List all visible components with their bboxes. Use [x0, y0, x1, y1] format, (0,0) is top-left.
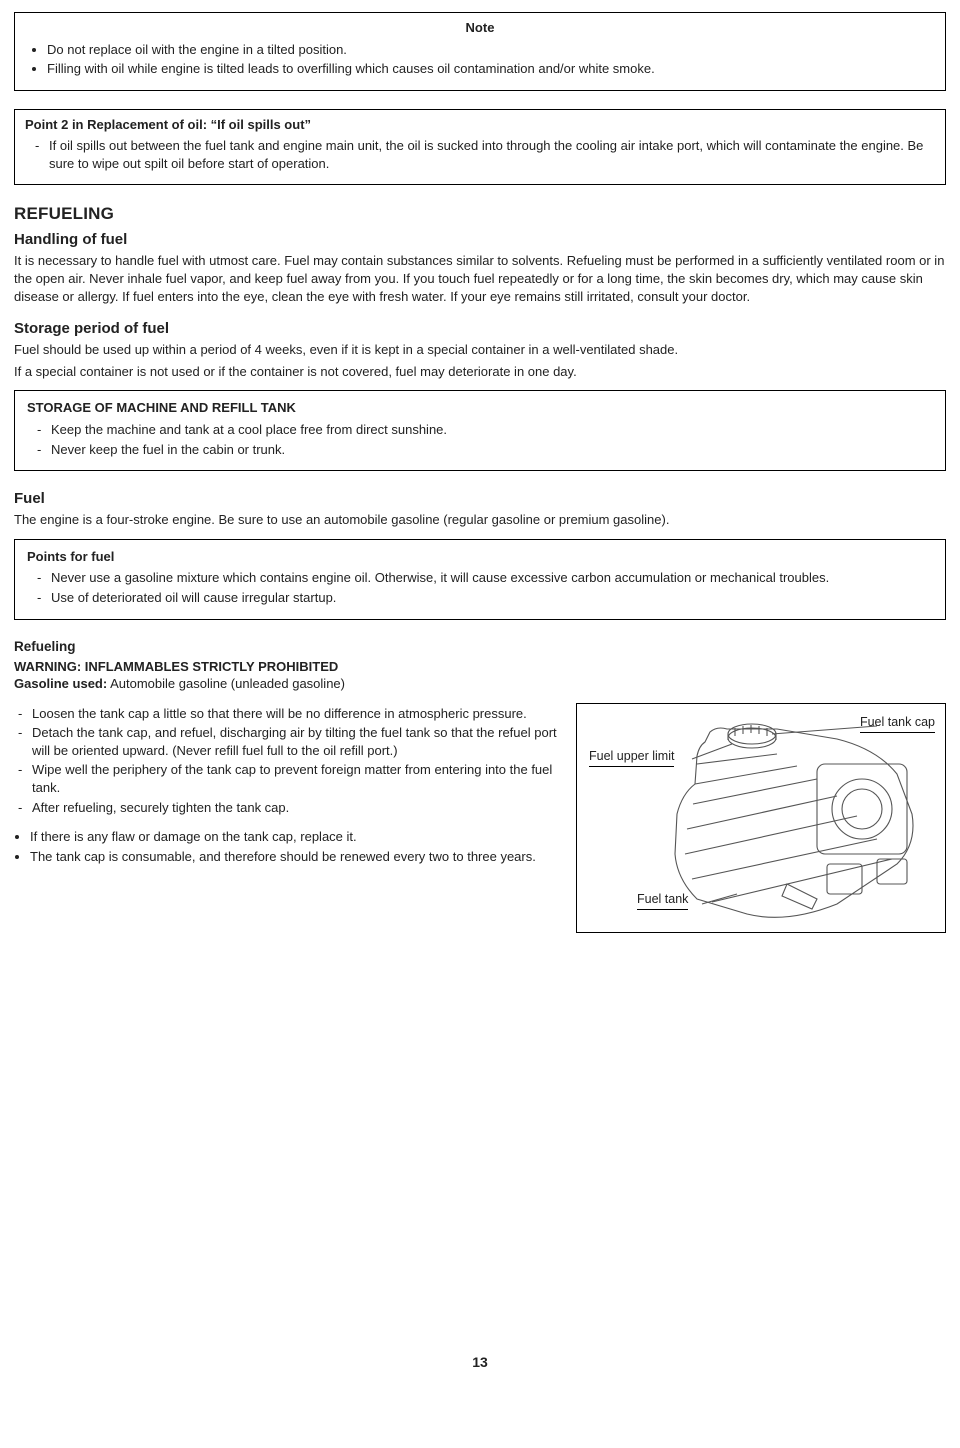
refueling-bullet-item: The tank cap is consumable, and therefor… [30, 848, 560, 866]
refueling-heading: REFUELING [14, 203, 946, 226]
points-item: Use of deteriorated oil will cause irreg… [37, 589, 933, 607]
refueling-left-col: Loosen the tank cap a little so that the… [14, 703, 560, 867]
note-box: Note Do not replace oil with the engine … [14, 12, 946, 91]
refueling-dash-item: Detach the tank cap, and refuel, dischar… [18, 724, 560, 759]
storage-box-title: STORAGE OF MACHINE AND REFILL TANK [27, 399, 933, 417]
storage-period-body1: Fuel should be used up within a period o… [14, 341, 946, 359]
refueling-warning: WARNING: INFLAMMABLES STRICTLY PROHIBITE… [14, 658, 946, 676]
storage-period-title: Storage period of fuel [14, 319, 946, 339]
note-item: Filling with oil while engine is tilted … [47, 60, 935, 78]
points-box: Points for fuel Never use a gasoline mix… [14, 539, 946, 620]
points-title: Points for fuel [27, 548, 933, 566]
storage-period-body2: If a special container is not used or if… [14, 363, 946, 381]
storage-item: Keep the machine and tank at a cool plac… [37, 421, 933, 439]
handling-title: Handling of fuel [14, 230, 946, 250]
refueling-dash-item: Loosen the tank cap a little so that the… [18, 705, 560, 723]
gasoline-line: Gasoline used: Automobile gasoline (unle… [14, 675, 946, 693]
fuel-title: Fuel [14, 489, 946, 509]
note-item: Do not replace oil with the engine in a … [47, 41, 935, 59]
figure-label-tank: Fuel tank [637, 891, 688, 910]
refueling-bullet-item: If there is any flaw or damage on the ta… [30, 828, 560, 846]
points-list: Never use a gasoline mixture which conta… [27, 569, 933, 606]
refueling-dash-list: Loosen the tank cap a little so that the… [14, 705, 560, 816]
note-list: Do not replace oil with the engine in a … [25, 41, 935, 78]
refueling-right-col: Fuel upper limit Fuel tank cap Fuel tank [576, 703, 946, 933]
point2-box: Point 2 in Replacement of oil: “If oil s… [14, 109, 946, 186]
gasoline-label: Gasoline used: [14, 676, 107, 691]
point2-title: Point 2 in Replacement of oil: “If oil s… [25, 116, 935, 134]
page-number: 13 [14, 1353, 946, 1372]
storage-box: STORAGE OF MACHINE AND REFILL TANK Keep … [14, 390, 946, 471]
fuel-tank-figure: Fuel upper limit Fuel tank cap Fuel tank [576, 703, 946, 933]
refueling-two-col: Loosen the tank cap a little so that the… [14, 703, 946, 933]
refueling-bullet-list: If there is any flaw or damage on the ta… [14, 828, 560, 865]
handling-body: It is necessary to handle fuel with utmo… [14, 252, 946, 305]
figure-label-upper-limit: Fuel upper limit [589, 748, 674, 767]
note-title: Note [25, 19, 935, 37]
refueling-dash-item: Wipe well the periphery of the tank cap … [18, 761, 560, 796]
gasoline-value: Automobile gasoline (unleaded gasoline) [107, 676, 345, 691]
fuel-body: The engine is a four-stroke engine. Be s… [14, 511, 946, 529]
point2-item: If oil spills out between the fuel tank … [35, 137, 935, 172]
storage-box-list: Keep the machine and tank at a cool plac… [27, 421, 933, 458]
engine-illustration [577, 704, 946, 933]
refueling-proc-title: Refueling [14, 638, 946, 656]
figure-label-cap: Fuel tank cap [860, 714, 935, 733]
storage-item: Never keep the fuel in the cabin or trun… [37, 441, 933, 459]
points-item: Never use a gasoline mixture which conta… [37, 569, 933, 587]
point2-list: If oil spills out between the fuel tank … [25, 137, 935, 172]
refueling-dash-item: After refueling, securely tighten the ta… [18, 799, 560, 817]
